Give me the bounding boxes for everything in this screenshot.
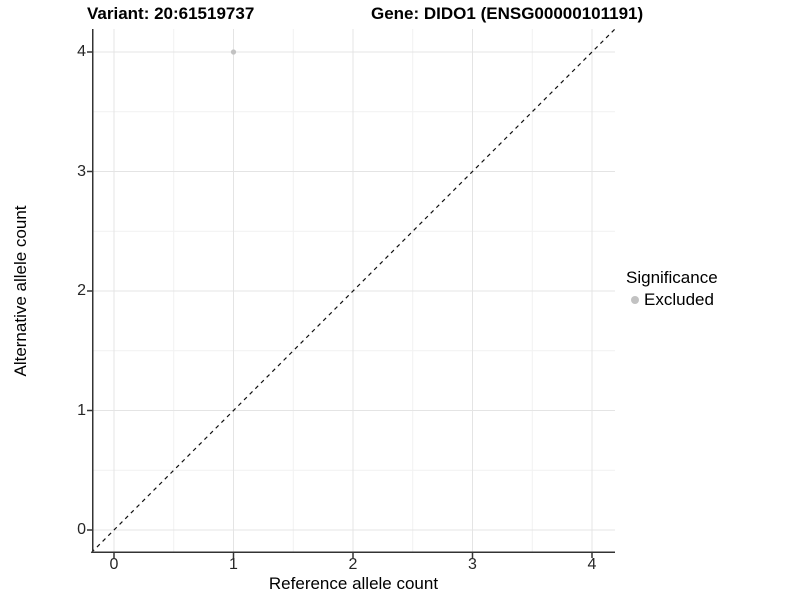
gene-title: Gene: DIDO1 (ENSG00000101191) (371, 4, 644, 23)
x-tick-label: 0 (109, 556, 119, 573)
legend-item-label: Excluded (644, 290, 714, 309)
legend-title: Significance (626, 268, 718, 287)
x-tick-label: 4 (587, 556, 597, 573)
plot-canvas (87, 28, 616, 558)
variant-title: Variant: 20:61519737 (87, 4, 255, 23)
identity-line (90, 28, 616, 554)
y-tick-label: 0 (77, 521, 86, 538)
excluded-point-icon (631, 296, 639, 304)
y-axis-title: Alternative allele count (11, 205, 30, 377)
x-tick-label: 1 (229, 556, 238, 573)
x-tick-label: 3 (468, 556, 477, 573)
y-tick-label: 4 (77, 43, 86, 60)
plot-panel (87, 28, 616, 558)
legend: Significance Excluded (626, 268, 718, 310)
x-axis-title: Reference allele count (268, 574, 439, 593)
y-tick-label: 2 (77, 282, 86, 299)
legend-item-excluded: Excluded (626, 290, 718, 310)
y-tick-label: 3 (77, 162, 86, 180)
data-point (230, 49, 237, 55)
y-tick-label: 1 (77, 401, 86, 419)
x-tick-label: 2 (348, 556, 358, 573)
legend-key (626, 291, 644, 309)
